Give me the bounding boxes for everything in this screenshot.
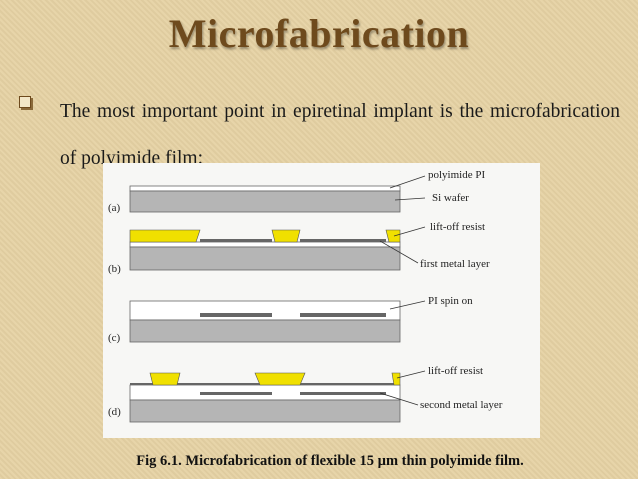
substrate: [129, 399, 401, 423]
metal-layer: [200, 392, 272, 395]
annotation: polyimide PI: [428, 169, 485, 181]
annotation: second metal layer: [420, 399, 503, 411]
annotation: lift-off resist: [430, 221, 485, 233]
annotation: PI spin on: [428, 295, 473, 307]
bullet-icon: [19, 96, 31, 108]
metal-layer: [200, 313, 272, 317]
resist: [149, 372, 181, 386]
annotation: lift-off resist: [428, 365, 483, 377]
annotation: Si wafer: [432, 192, 469, 204]
metal-layer: [200, 239, 272, 242]
metal-layer: [300, 392, 386, 395]
substrate: [129, 319, 401, 343]
resist: [385, 229, 401, 243]
resist: [254, 372, 306, 386]
panel-label: (c): [108, 332, 121, 344]
figure-caption: Fig 6.1. Microfabrication of flexible 15…: [136, 453, 524, 469]
panel-label: (b): [108, 263, 121, 275]
annotation: first metal layer: [420, 258, 490, 270]
panel-label: (a): [108, 202, 121, 214]
leader-lines: [379, 175, 426, 406]
pi-layer: [129, 241, 401, 248]
panel-label: (d): [108, 406, 121, 418]
metal-layer: [300, 313, 386, 317]
metal-layer: [300, 239, 386, 242]
resist: [129, 229, 201, 243]
resist: [391, 372, 401, 386]
resist: [271, 229, 301, 243]
pi-layer: [129, 300, 401, 321]
substrate: [129, 246, 401, 271]
slide-title: Microfabrication: [168, 11, 470, 56]
substrate: [129, 190, 401, 213]
pi-layer: [129, 185, 401, 192]
